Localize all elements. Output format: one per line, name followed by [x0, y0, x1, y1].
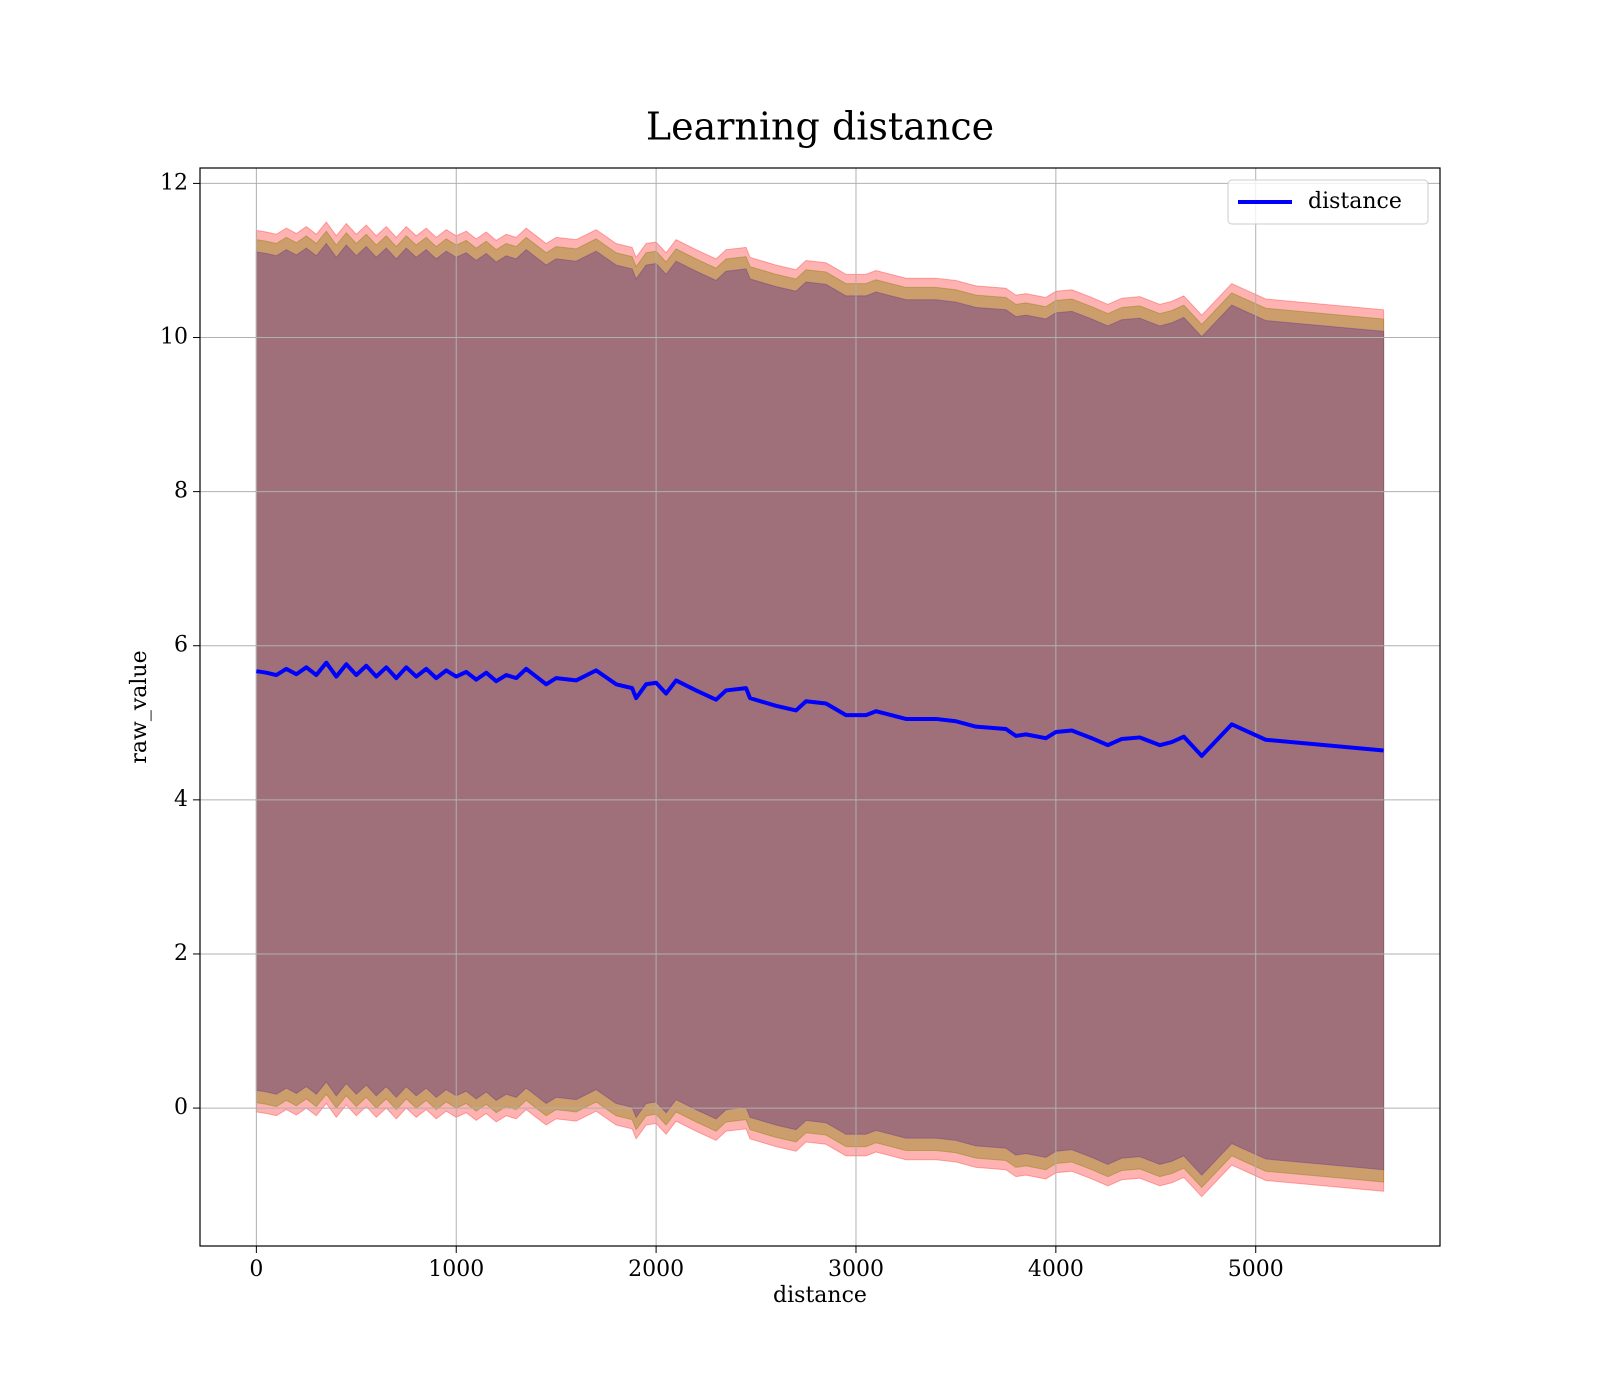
y-tick-label: 10 — [160, 325, 188, 350]
chart-title: Learning distance — [646, 105, 994, 149]
plot-frame — [199, 167, 1441, 1247]
y-tick-label: 0 — [174, 1095, 188, 1120]
legend-box — [1227, 179, 1429, 225]
x-tick-label: 4000 — [1028, 1257, 1084, 1282]
x-tick-label: 1000 — [428, 1257, 484, 1282]
legend-label: distance — [1308, 189, 1402, 214]
x-tick-label: 2000 — [628, 1257, 684, 1282]
x-tick-label: 0 — [249, 1257, 263, 1282]
y-tick-label: 12 — [160, 170, 188, 195]
y-tick-label: 4 — [174, 787, 188, 812]
x-tick-label: 5000 — [1228, 1257, 1284, 1282]
x-axis-label: distance — [773, 1283, 867, 1308]
y-tick-label: 2 — [174, 941, 188, 966]
x-tick-label: 3000 — [828, 1257, 884, 1282]
band — [255, 242, 1385, 1176]
y-tick-label: 6 — [174, 633, 188, 658]
y-tick-label: 8 — [174, 479, 188, 504]
y-axis-label: raw_value — [127, 650, 152, 763]
data-line — [256, 660, 1384, 758]
